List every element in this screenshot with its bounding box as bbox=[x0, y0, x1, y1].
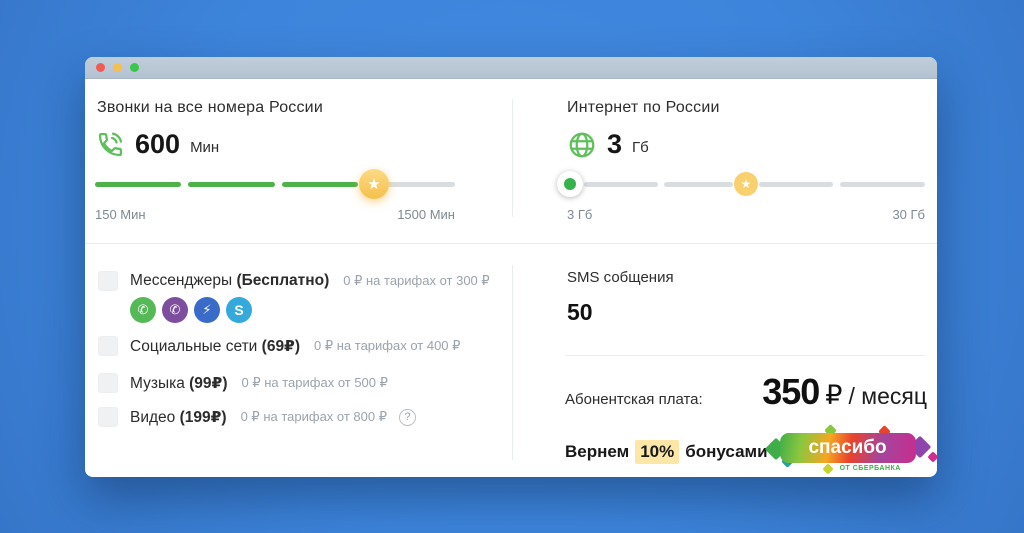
phone-icon bbox=[98, 132, 123, 156]
app-window: Звонки на все номера России 600 Мин ★ 15… bbox=[85, 57, 937, 477]
calls-track-filled[interactable] bbox=[282, 182, 358, 187]
option-row-messengers: Мессенджеры (Бесплатно) 0 ₽ на тарифах о… bbox=[98, 271, 490, 291]
ruble-sign: ₽ bbox=[825, 380, 843, 410]
fee-label: Абонентская плата: bbox=[565, 391, 703, 408]
option-row-music: Музыка (99₽) 0 ₽ на тарифах от 500 ₽ bbox=[98, 373, 388, 393]
internet-max-label: 30 Гб bbox=[892, 207, 925, 222]
calls-track-filled[interactable] bbox=[188, 182, 275, 187]
spasibo-logo-text: спасибо bbox=[779, 433, 916, 463]
option-note: 0 ₽ на тарифах от 400 ₽ bbox=[314, 338, 461, 353]
internet-min-label: 3 Гб bbox=[567, 207, 593, 222]
fee-price: 350 ₽ / месяц bbox=[762, 371, 927, 413]
bonus-percent: 10% bbox=[635, 440, 680, 464]
calls-track-empty[interactable] bbox=[383, 182, 455, 187]
option-note: 0 ₽ на тарифах от 500 ₽ bbox=[241, 375, 388, 390]
internet-section-title: Интернет по России bbox=[567, 99, 720, 116]
messenger-icons: ✆ ✆ ⚡ S bbox=[130, 297, 252, 323]
option-note: 0 ₽ на тарифах от 300 ₽ bbox=[343, 273, 490, 288]
sms-section-title: SMS собщения bbox=[567, 269, 674, 286]
option-label: Социальные сети (69₽) bbox=[130, 337, 301, 355]
bonus-row: Вернем 10% бонусами спасибо от сбербанка bbox=[565, 424, 937, 475]
spasibo-logo: спасибо от сбербанка bbox=[764, 424, 937, 475]
monthly-fee: Абонентская плата: 350 ₽ / месяц bbox=[565, 371, 927, 413]
calls-section-title: Звонки на все номера России bbox=[97, 99, 323, 116]
star-icon: ★ bbox=[740, 177, 752, 191]
tariff-configurator: Звонки на все номера России 600 Мин ★ 15… bbox=[85, 79, 937, 476]
logo-diamond bbox=[821, 463, 834, 475]
calls-track-filled[interactable] bbox=[95, 182, 181, 187]
spasibo-logo-subtext: от сбербанка bbox=[839, 465, 901, 472]
green-dot-icon bbox=[564, 178, 576, 190]
calls-max-label: 1500 Мин bbox=[397, 207, 455, 222]
fee-amount: 350 bbox=[762, 371, 820, 412]
divider-horizontal bbox=[85, 243, 937, 244]
option-label: Видео (199₽) bbox=[130, 408, 227, 426]
divider-vertical-top bbox=[512, 99, 513, 217]
logo-diamond bbox=[926, 451, 937, 463]
option-label: Мессенджеры (Бесплатно) bbox=[130, 272, 330, 289]
window-titlebar bbox=[85, 57, 937, 79]
viber-icon: ✆ bbox=[162, 297, 188, 323]
messenger-icon: ⚡ bbox=[194, 297, 220, 323]
calls-slider-handle[interactable]: ★ bbox=[359, 169, 389, 199]
calls-value: 600 bbox=[135, 129, 181, 159]
internet-track[interactable] bbox=[584, 182, 658, 187]
internet-track[interactable] bbox=[759, 182, 833, 187]
option-row-social: Социальные сети (69₽) 0 ₽ на тарифах от … bbox=[98, 336, 460, 356]
video-checkbox[interactable] bbox=[98, 407, 118, 427]
internet-bonus-marker: ★ bbox=[734, 172, 758, 196]
sms-value: 50 bbox=[567, 299, 593, 325]
skype-icon: S bbox=[226, 297, 252, 323]
internet-slider[interactable]: ★ bbox=[557, 169, 925, 199]
star-icon: ★ bbox=[367, 176, 381, 193]
social-checkbox[interactable] bbox=[98, 336, 118, 356]
option-row-video: Видео (199₽) 0 ₽ на тарифах от 800 ₽ ? bbox=[98, 407, 416, 427]
calls-min-label: 150 Мин bbox=[95, 207, 146, 222]
calls-slider[interactable]: ★ bbox=[95, 169, 455, 199]
messengers-checkbox[interactable] bbox=[98, 271, 118, 291]
close-window-icon[interactable] bbox=[96, 63, 105, 72]
divider-summary bbox=[565, 355, 925, 356]
whatsapp-icon: ✆ bbox=[130, 297, 156, 323]
internet-value: 3 bbox=[607, 129, 623, 159]
fee-period: / месяц bbox=[848, 383, 927, 409]
internet-unit: Гб bbox=[632, 139, 649, 156]
minimize-window-icon[interactable] bbox=[113, 63, 122, 72]
music-checkbox[interactable] bbox=[98, 373, 118, 393]
bonus-text: Вернем 10% бонусами bbox=[565, 440, 768, 464]
zoom-window-icon[interactable] bbox=[130, 63, 139, 72]
help-icon[interactable]: ? bbox=[399, 408, 416, 426]
option-label: Музыка (99₽) bbox=[130, 374, 228, 392]
internet-slider-handle[interactable] bbox=[557, 171, 583, 197]
internet-track[interactable] bbox=[664, 182, 733, 187]
globe-icon bbox=[569, 132, 595, 157]
internet-track[interactable] bbox=[840, 182, 925, 187]
calls-unit: Мин bbox=[190, 139, 220, 156]
divider-vertical-bottom bbox=[512, 265, 513, 460]
option-note: 0 ₽ на тарифах от 800 ₽ bbox=[240, 409, 387, 424]
